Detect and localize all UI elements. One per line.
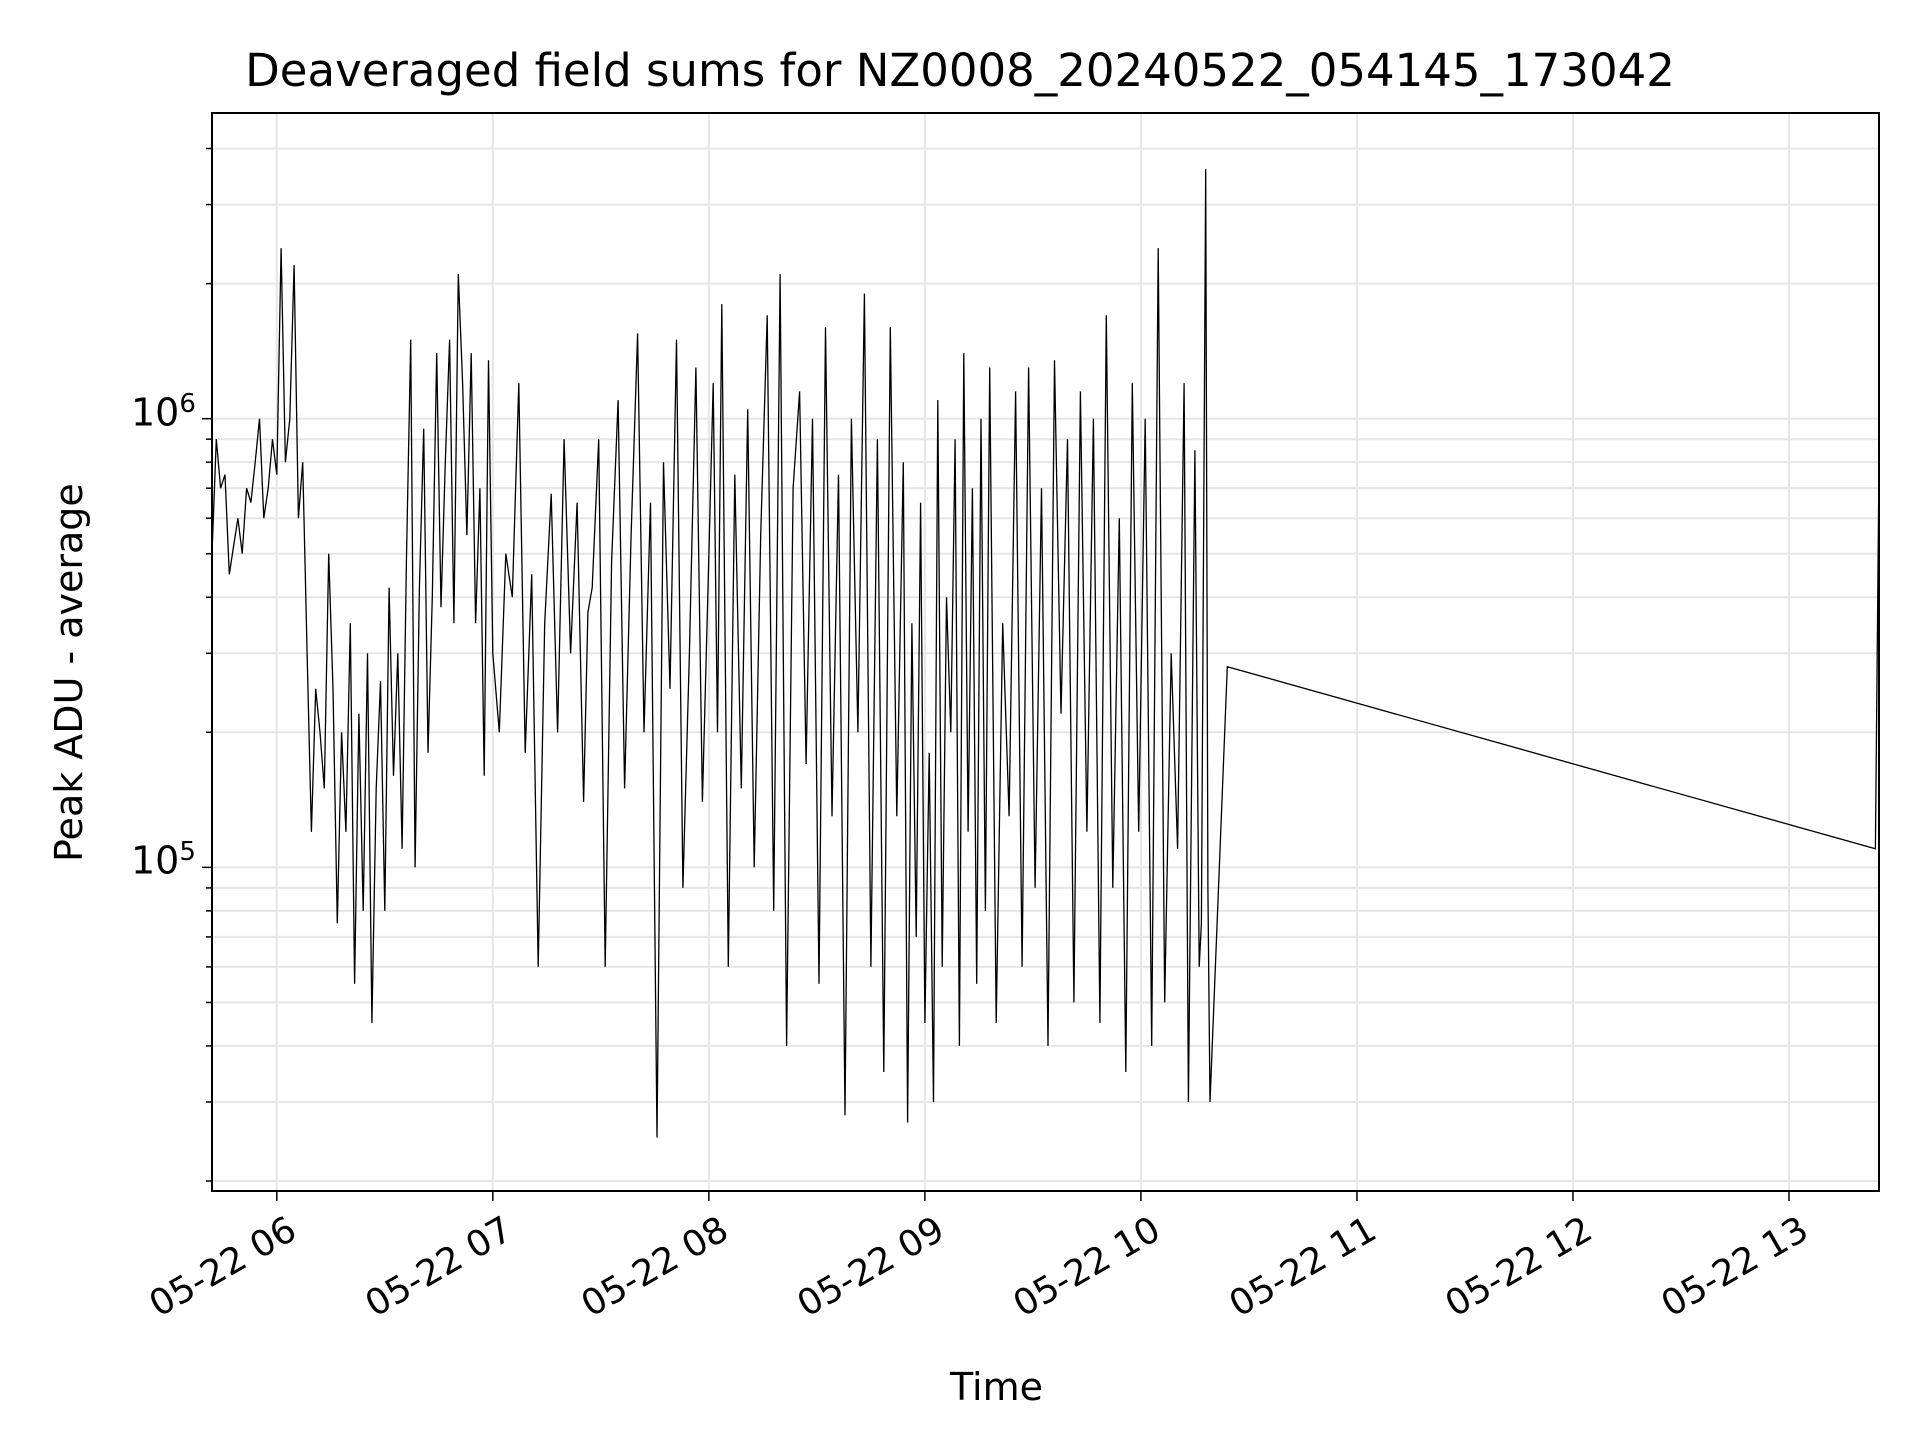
series-line: [211, 169, 1880, 1138]
x-axis-label: Time: [950, 1365, 1043, 1409]
tick-marks: [202, 147, 1790, 1201]
y-tick-label: 106: [131, 388, 196, 435]
chart-title: Deaveraged field sums for NZ0008_2024052…: [245, 44, 1675, 97]
plot-frame: [211, 112, 1880, 1192]
y-axis-label: Peak ADU - average: [47, 483, 91, 862]
grid: [212, 113, 1879, 1191]
y-tick-label: 105: [131, 837, 196, 884]
